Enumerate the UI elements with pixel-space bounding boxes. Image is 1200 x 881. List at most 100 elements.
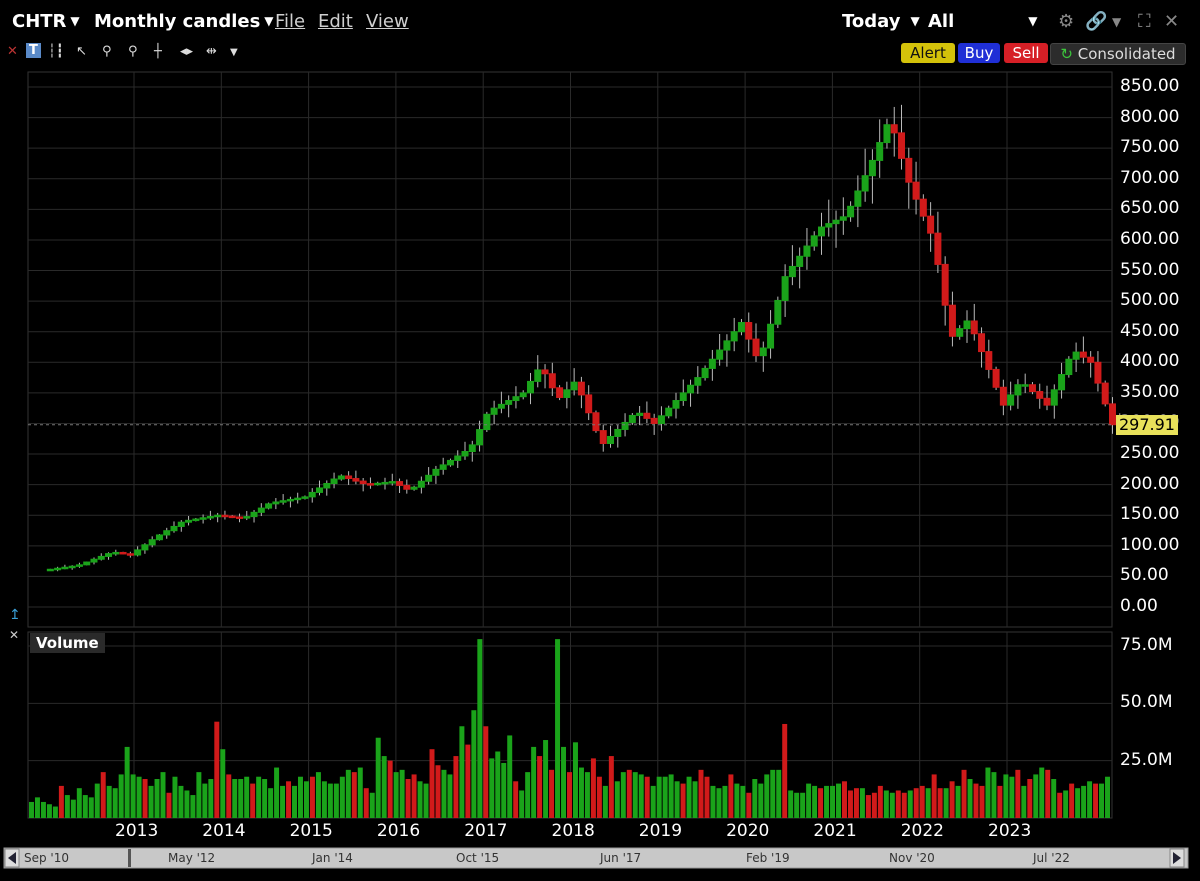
candle-body [825,223,833,228]
candle-body [868,159,876,177]
candle-body [1079,351,1087,358]
zoom-in-icon[interactable]: ⚲ [102,44,112,59]
close-chart-icon[interactable]: ✕ [7,44,18,59]
candle-body [1050,389,1058,406]
candle-body [1108,403,1116,426]
candle-body [534,369,542,382]
link-icon[interactable]: 🔗 [1085,11,1108,32]
chevron-down-icon: ▼ [1028,14,1038,28]
candle-body [519,392,527,398]
volume-bar [525,772,531,818]
volume-bar [979,785,985,818]
candle-body [978,333,986,353]
gear-icon[interactable]: ⚙ [1058,11,1075,32]
period-selector[interactable]: Today ▼ [842,11,920,32]
zoom-out-icon[interactable]: ⚲ [128,44,138,59]
candle-body [621,421,629,430]
range-selector[interactable]: All ▼ [928,11,1038,32]
menu-edit[interactable]: Edit [318,11,353,32]
volume-bar [405,779,411,818]
candle-body [417,480,425,488]
text-tool-icon[interactable]: T [26,43,41,58]
window-menu-icon[interactable]: ▼ [1112,15,1122,29]
symbol-selector[interactable]: CHTR ▼ [12,11,80,32]
volume-bar [58,785,64,818]
volume-bar [818,788,824,818]
crosshair-icon[interactable]: ┼ [154,44,162,59]
candle-body [672,400,680,409]
menu-file[interactable]: File [275,11,306,32]
scroll-icon[interactable]: ◂▸ [180,44,194,59]
volume-bar [303,781,309,818]
candle-body [643,412,651,419]
close-panel-icon[interactable]: ✕ [9,628,20,642]
alert-button[interactable]: Alert [901,43,955,63]
candle-body [512,396,520,402]
candle-body [425,474,433,482]
volume-bar [626,769,632,818]
volume-bar [286,781,292,818]
volume-bar [638,774,644,818]
candle-body [970,320,978,335]
volume-bar [596,776,602,818]
volume-bar [1105,776,1110,818]
candle-body [1094,361,1102,384]
candle-body [810,235,818,247]
consolidated-button[interactable]: ↻ Consolidated [1050,43,1186,65]
volume-bar [1099,783,1105,818]
sell-button[interactable]: Sell [1004,43,1048,63]
minimize-icon[interactable]: ⛶ [1138,11,1151,32]
price-tick-label: 200.00 [1120,473,1180,494]
volume-bar [46,804,52,818]
volume-bar [967,779,973,818]
volume-bar [64,795,70,818]
time-tick-label: 2023 [988,821,1032,841]
scale-icon[interactable]: ⇹ [206,44,217,59]
candle-body [155,534,163,541]
price-tick-label: 550.00 [1120,259,1180,280]
volume-bar [788,790,794,818]
candle-body [381,481,389,485]
close-icon[interactable]: ✕ [1164,11,1180,32]
volume-bar [429,749,435,818]
candle-body [199,517,207,520]
price-tick-label: 150.00 [1120,504,1180,525]
price-tick-label: 400.00 [1120,351,1180,372]
cursor-icon[interactable]: ↖ [76,44,87,59]
candle-body [61,566,69,570]
candle-body [272,501,280,505]
candle-body [927,215,935,234]
volume-bar [393,772,399,818]
buy-button[interactable]: Buy [958,43,1000,63]
volume-bar [477,639,483,818]
candle-body [759,347,767,357]
candle-body [323,483,331,489]
volume-bar [453,756,459,818]
candle-body [628,414,636,423]
candle-body [883,124,891,144]
candle-body [366,483,374,486]
volume-bar [590,758,596,818]
volume-bar [716,788,722,818]
timeframe-selector[interactable]: Monthly candles ▼ [94,11,274,32]
volume-bar [561,746,567,818]
volume-bar [76,788,82,818]
volume-bar [292,785,298,818]
candle-body [185,519,193,523]
volume-bar [495,751,501,818]
candle-body [999,386,1007,406]
candle-body [948,304,956,337]
candle-body [308,491,316,498]
volume-bar [943,788,949,818]
volume-bar [961,769,967,818]
chevron-down-icon[interactable]: ▼ [230,47,238,58]
candle-body [1087,356,1095,363]
price-tick-label: 350.00 [1120,381,1180,402]
menu-view[interactable]: View [366,11,409,32]
candle-body [599,430,607,444]
volume-bar [130,774,136,818]
bar-style-icon[interactable]: ┆┇ [48,44,64,59]
volume-bar [686,776,692,818]
expand-icon[interactable]: ↥ [9,607,21,623]
